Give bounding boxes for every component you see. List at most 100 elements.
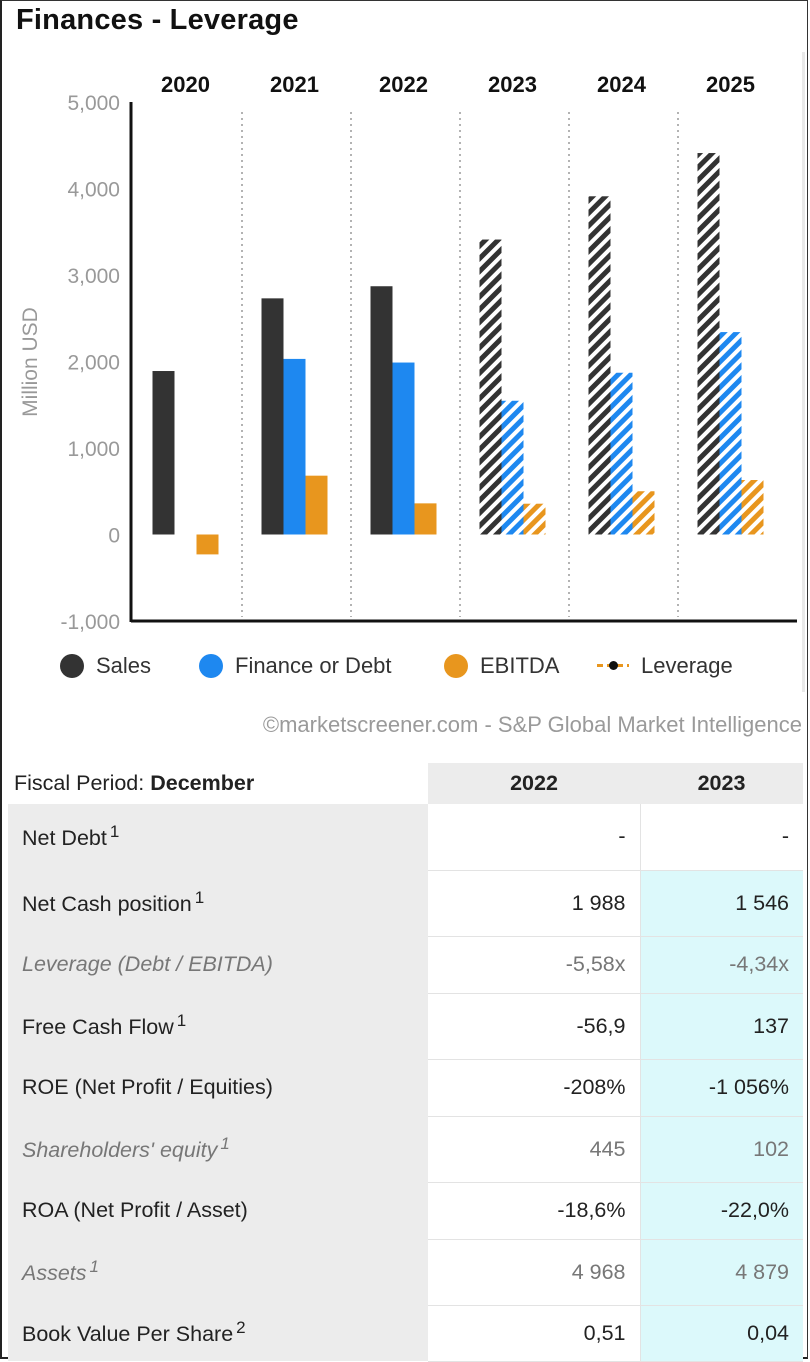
column-header-2022[interactable]: 2022: [428, 763, 640, 804]
category-label: 2024: [597, 72, 647, 97]
value-2023: -22,0%: [640, 1182, 803, 1240]
legend-label-sales: Sales: [96, 653, 152, 678]
category-label: 2020: [161, 72, 210, 97]
row-label: Leverage (Debt / EBITDA): [22, 952, 273, 976]
sales-bar-2024[interactable]: [588, 196, 611, 535]
row-label-cell: ROA (Net Profit / Asset): [8, 1182, 428, 1239]
value-2023: 137: [640, 993, 803, 1060]
row-label: Net Debt: [22, 826, 107, 851]
table-row: Net Cash position 1 1 988 1 546: [8, 870, 803, 937]
row-label-cell: Leverage (Debt / EBITDA): [8, 936, 428, 993]
ebitda-bar-2024[interactable]: [632, 491, 655, 535]
ebitda-bar-2021[interactable]: [305, 475, 328, 535]
finances-table: Fiscal Period: December 2022 2023 Net De…: [8, 763, 803, 1362]
category-label: 2023: [488, 72, 537, 97]
row-label-cell: Book Value Per Share 2: [8, 1305, 428, 1361]
footnote-marker[interactable]: 1: [109, 822, 120, 842]
row-label-cell: Net Debt 1: [8, 804, 428, 870]
column-header-2023[interactable]: 2023: [640, 763, 803, 804]
legend-item-finance-or-debt[interactable]: Finance or Debt: [199, 653, 392, 679]
ebitda-bar-2020[interactable]: [196, 534, 219, 555]
legend-item-sales[interactable]: Sales: [60, 653, 151, 679]
sales-bar-2025[interactable]: [697, 153, 720, 535]
row-label: Book Value Per Share: [22, 1322, 234, 1347]
sales-bar-2021[interactable]: [261, 298, 284, 535]
row-label-cell: ROE (Net Profit / Equities): [8, 1059, 428, 1116]
table-row: Leverage (Debt / EBITDA) -5,58x -4,34x: [8, 936, 803, 994]
value-2022: -208%: [428, 1059, 641, 1117]
row-label: Free Cash Flow: [22, 1015, 174, 1040]
sales-bar-2020[interactable]: [152, 371, 175, 535]
ebitda-bar-2025[interactable]: [741, 480, 764, 535]
row-label-cell: Shareholders' equity 1: [8, 1116, 428, 1182]
y-tick-label: -1,000: [60, 611, 120, 634]
finance-or-debt-bar-2023[interactable]: [501, 400, 524, 535]
value-2023: 4 879: [640, 1239, 803, 1306]
footnote-marker[interactable]: 2: [236, 1318, 246, 1338]
value-2023: 102: [640, 1116, 803, 1183]
ebitda-bar-2023[interactable]: [523, 503, 546, 535]
finance-or-debt-bar-2025[interactable]: [719, 332, 742, 535]
row-label: Net Cash position: [22, 892, 192, 917]
finance-or-debt-swatch-icon: [199, 654, 223, 678]
finance-or-debt-bar-2022[interactable]: [392, 362, 415, 535]
value-2022: -: [428, 804, 641, 871]
value-2022: 445: [428, 1116, 641, 1183]
finance-or-debt-bar-2021[interactable]: [283, 358, 306, 535]
value-2022: 0,51: [428, 1305, 641, 1362]
table-row: ROA (Net Profit / Asset) -18,6% -22,0%: [8, 1182, 803, 1240]
row-label-cell: Free Cash Flow 1: [8, 993, 428, 1059]
category-label: 2025: [706, 72, 755, 97]
page-title: Finances - Leverage: [16, 4, 299, 36]
footnote-marker[interactable]: 1: [220, 1134, 230, 1154]
fiscal-period-header: Fiscal Period: December: [8, 763, 428, 804]
y-tick-label: 2,000: [67, 352, 120, 375]
value-2022: -5,58x: [428, 936, 641, 994]
finances-chart: Million USD -1,000 0 1,000 2,000 3,000 4,000 5…: [19, 72, 797, 634]
legend-label-ebitda: EBITDA: [480, 653, 560, 678]
ebitda-swatch-icon: [444, 654, 468, 678]
value-2023: 1 546: [640, 870, 803, 937]
footnote-marker[interactable]: 1: [176, 1011, 187, 1031]
sales-bar-2022[interactable]: [370, 286, 393, 535]
footnote-marker[interactable]: 1: [89, 1257, 99, 1277]
row-label: Shareholders' equity: [22, 1138, 218, 1163]
value-2022: -56,9: [428, 993, 641, 1060]
y-tick-label: 5,000: [67, 92, 120, 115]
value-2022: 4 968: [428, 1239, 641, 1306]
value-2023: -: [640, 804, 803, 871]
table-row: Net Debt 1- -: [8, 804, 803, 871]
legend-label-leverage: Leverage: [641, 653, 733, 678]
ebitda-bar-2022[interactable]: [414, 503, 437, 535]
scrollbar-track[interactable]: [802, 52, 805, 692]
legend-item-ebitda[interactable]: EBITDA: [444, 653, 559, 679]
legend-item-leverage[interactable]: Leverage: [597, 653, 733, 679]
source-credit: ©marketscreener.com - S&P Global Market …: [262, 712, 802, 737]
table-row: Free Cash Flow 1 -56,9 137: [8, 993, 803, 1060]
value-2022: -18,6%: [428, 1182, 641, 1240]
row-label: Assets: [22, 1261, 87, 1286]
y-tick-label: 0: [108, 525, 120, 548]
sales-bar-2023[interactable]: [479, 239, 502, 535]
table-row: Shareholders' equity 1 445 102: [8, 1116, 803, 1183]
y-tick-label: 1,000: [67, 438, 120, 461]
value-2023: 0,04: [640, 1305, 803, 1362]
y-tick-label: 3,000: [67, 265, 120, 288]
fiscal-period-label: Fiscal Period:: [14, 771, 151, 795]
row-label-cell: Assets 1: [8, 1239, 428, 1305]
y-axis-label: Million USD: [19, 307, 42, 417]
category-label: 2021: [270, 72, 319, 97]
table-header-row: Fiscal Period: December 2022 2023: [8, 763, 803, 804]
value-2023: -4,34x: [640, 936, 803, 994]
value-2022: 1 988: [428, 870, 641, 937]
row-label: ROE (Net Profit / Equities): [22, 1075, 273, 1099]
footnote-marker[interactable]: 1: [194, 888, 205, 908]
y-tick-label: 4,000: [67, 179, 120, 202]
row-label-cell: Net Cash position 1: [8, 870, 428, 936]
row-label: ROA (Net Profit / Asset): [22, 1198, 248, 1222]
chart-legend: Sales Finance or Debt EBITDA Leverage: [0, 653, 810, 693]
table-row: Assets 1 4 968 4 879: [8, 1239, 803, 1306]
finance-or-debt-bar-2024[interactable]: [610, 372, 633, 535]
category-label: 2022: [379, 72, 428, 97]
fiscal-period-value: December: [150, 771, 255, 795]
